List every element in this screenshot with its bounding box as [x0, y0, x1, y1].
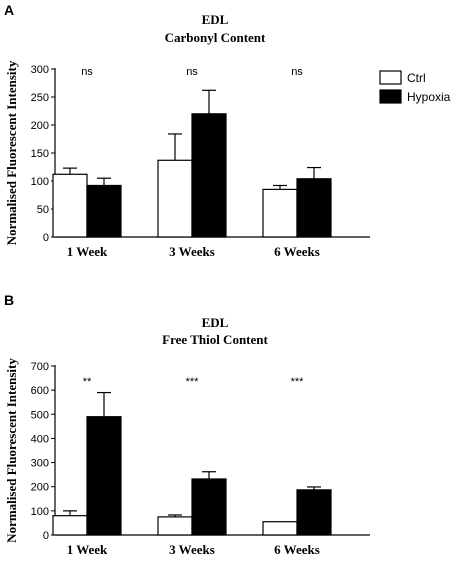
legend-label-hypoxia: Hypoxia: [407, 90, 451, 104]
significance-label: ***: [291, 376, 305, 388]
bar-hypoxia-1: [86, 184, 122, 238]
bar-ctrl-1: [52, 173, 88, 238]
y-axis-label: Normalised Fluorescent Intensity: [4, 358, 19, 543]
y-axis-label: Normalised Fluorescent Intensity: [4, 60, 19, 245]
x-tick-label: 3 Weeks: [169, 542, 215, 557]
bar-ctrl-2: [157, 516, 193, 536]
panel-label: A: [4, 2, 14, 18]
y-tick-label: 700: [31, 361, 49, 373]
y-tick-label: 250: [31, 92, 49, 104]
x-tick-label: 1 Week: [67, 244, 108, 259]
bar-hypoxia-3: [296, 178, 332, 238]
y-tick-label: 300: [31, 458, 49, 470]
chart-title: EDL: [202, 315, 229, 330]
chart-subtitle: Free Thiol Content: [162, 332, 268, 347]
bar-hypoxia-3: [296, 489, 332, 536]
bar-ctrl-1: [52, 515, 88, 536]
x-tick-label: 3 Weeks: [169, 244, 215, 259]
bar-ctrl-3: [262, 521, 298, 536]
y-tick-label: 100: [31, 176, 49, 188]
chart-title: EDL: [202, 12, 229, 27]
y-tick-label: 200: [31, 120, 49, 132]
x-tick-label: 1 Week: [67, 542, 108, 557]
legend-swatch-ctrl: [379, 70, 402, 85]
x-tick-label: 6 Weeks: [274, 542, 320, 557]
y-tick-label: 600: [31, 385, 49, 397]
y-tick-label: 100: [31, 506, 49, 518]
legend: Ctrl Hypoxia: [379, 70, 451, 104]
chart-panel-b: B EDL Free Thiol Content Normalised Fluores…: [4, 292, 370, 557]
y-tick-label: 500: [31, 409, 49, 421]
chart-subtitle: Carbonyl Content: [165, 30, 266, 45]
y-tick-label: 300: [31, 64, 49, 76]
significance-label: **: [83, 376, 92, 388]
significance-label: ns: [291, 66, 303, 78]
y-tick-label: 50: [37, 204, 49, 216]
chart-panel-a: A EDL Carbonyl Content Normalised Fluoresce…: [4, 2, 451, 259]
y-tick-label: 200: [31, 482, 49, 494]
bar-hypoxia-2: [191, 113, 227, 238]
legend-swatch-hypoxia: [379, 89, 402, 104]
legend-label-ctrl: Ctrl: [407, 71, 426, 85]
significance-label: ns: [81, 66, 93, 78]
panel-label: B: [4, 292, 14, 308]
bar-ctrl-3: [262, 188, 298, 238]
significance-label: ns: [186, 66, 198, 78]
bar-ctrl-2: [157, 159, 193, 238]
y-tick-label: 150: [31, 148, 49, 160]
y-tick-label: 0: [43, 530, 49, 542]
bar-hypoxia-2: [191, 478, 227, 536]
bar-hypoxia-1: [86, 416, 122, 536]
y-tick-label: 0: [43, 232, 49, 244]
x-tick-label: 6 Weeks: [274, 244, 320, 259]
y-tick-label: 400: [31, 433, 49, 445]
significance-label: ***: [186, 376, 200, 388]
